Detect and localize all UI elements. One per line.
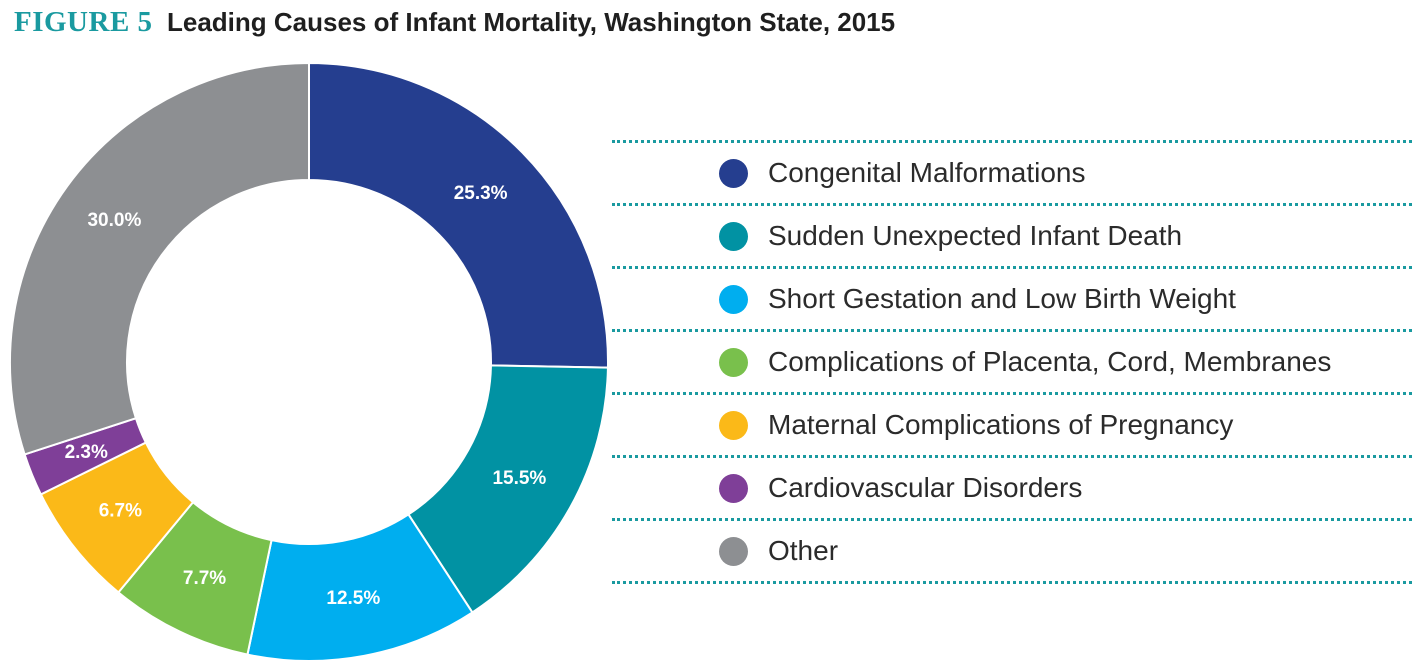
legend-divider [612,392,1412,395]
donut-slice [9,61,310,456]
legend-divider [612,203,1412,206]
legend-divider [612,329,1412,332]
slice-value-label: 25.3% [454,183,508,204]
slice-value-label: 7.7% [183,568,226,589]
legend-item: Maternal Complications of Pregnancy [612,395,1412,455]
slice-value-label: 30.0% [87,210,141,231]
legend-divider [612,455,1412,458]
legend-item: Short Gestation and Low Birth Weight [612,269,1412,329]
legend-divider [612,140,1412,143]
donut-slice [407,364,609,614]
slice-value-label: 12.5% [326,588,380,609]
legend-label: Maternal Complications of Pregnancy [768,409,1234,440]
legend-swatch [719,536,748,566]
legend-label: Short Gestation and Low Birth Weight [768,283,1236,314]
chart-legend: Congenital Malformations Sudden Unexpecte… [612,140,1412,584]
legend-swatch [719,410,748,440]
legend-divider [612,518,1412,521]
chart-title: Leading Causes of Infant Mortality, Wash… [167,7,896,37]
legend-swatch [719,284,748,314]
legend-label: Cardiovascular Disorders [768,472,1083,503]
legend-item: Complications of Placenta, Cord, Membran… [612,332,1412,392]
donut-chart: 25.3% 15.5% 12.5% 7.7% 6.7% 2.3% 30.0% [9,61,609,662]
donut-slice [308,61,609,369]
legend-label: Complications of Placenta, Cord, Membran… [768,346,1332,377]
slice-value-label: 15.5% [492,468,546,489]
legend-item: Congenital Malformations [612,143,1412,203]
legend-divider [612,266,1412,269]
figure-label: FIGURE 5 [14,6,153,38]
legend-item: Cardiovascular Disorders [612,458,1412,518]
legend-swatch [719,221,748,251]
slice-value-label: 2.3% [65,442,108,463]
legend-divider [612,581,1412,584]
slice-value-label: 6.7% [99,501,142,522]
legend-swatch [719,158,748,188]
legend-label: Sudden Unexpected Infant Death [768,220,1183,251]
legend-label: Congenital Malformations [768,157,1086,188]
legend-swatch [719,473,748,503]
legend-item: Other [612,521,1412,581]
legend-label: Other [768,535,839,566]
legend-swatch [719,347,748,377]
legend-item: Sudden Unexpected Infant Death [612,206,1412,266]
figure-title-row: FIGURE 5 Leading Causes of Infant Mortal… [14,6,895,39]
